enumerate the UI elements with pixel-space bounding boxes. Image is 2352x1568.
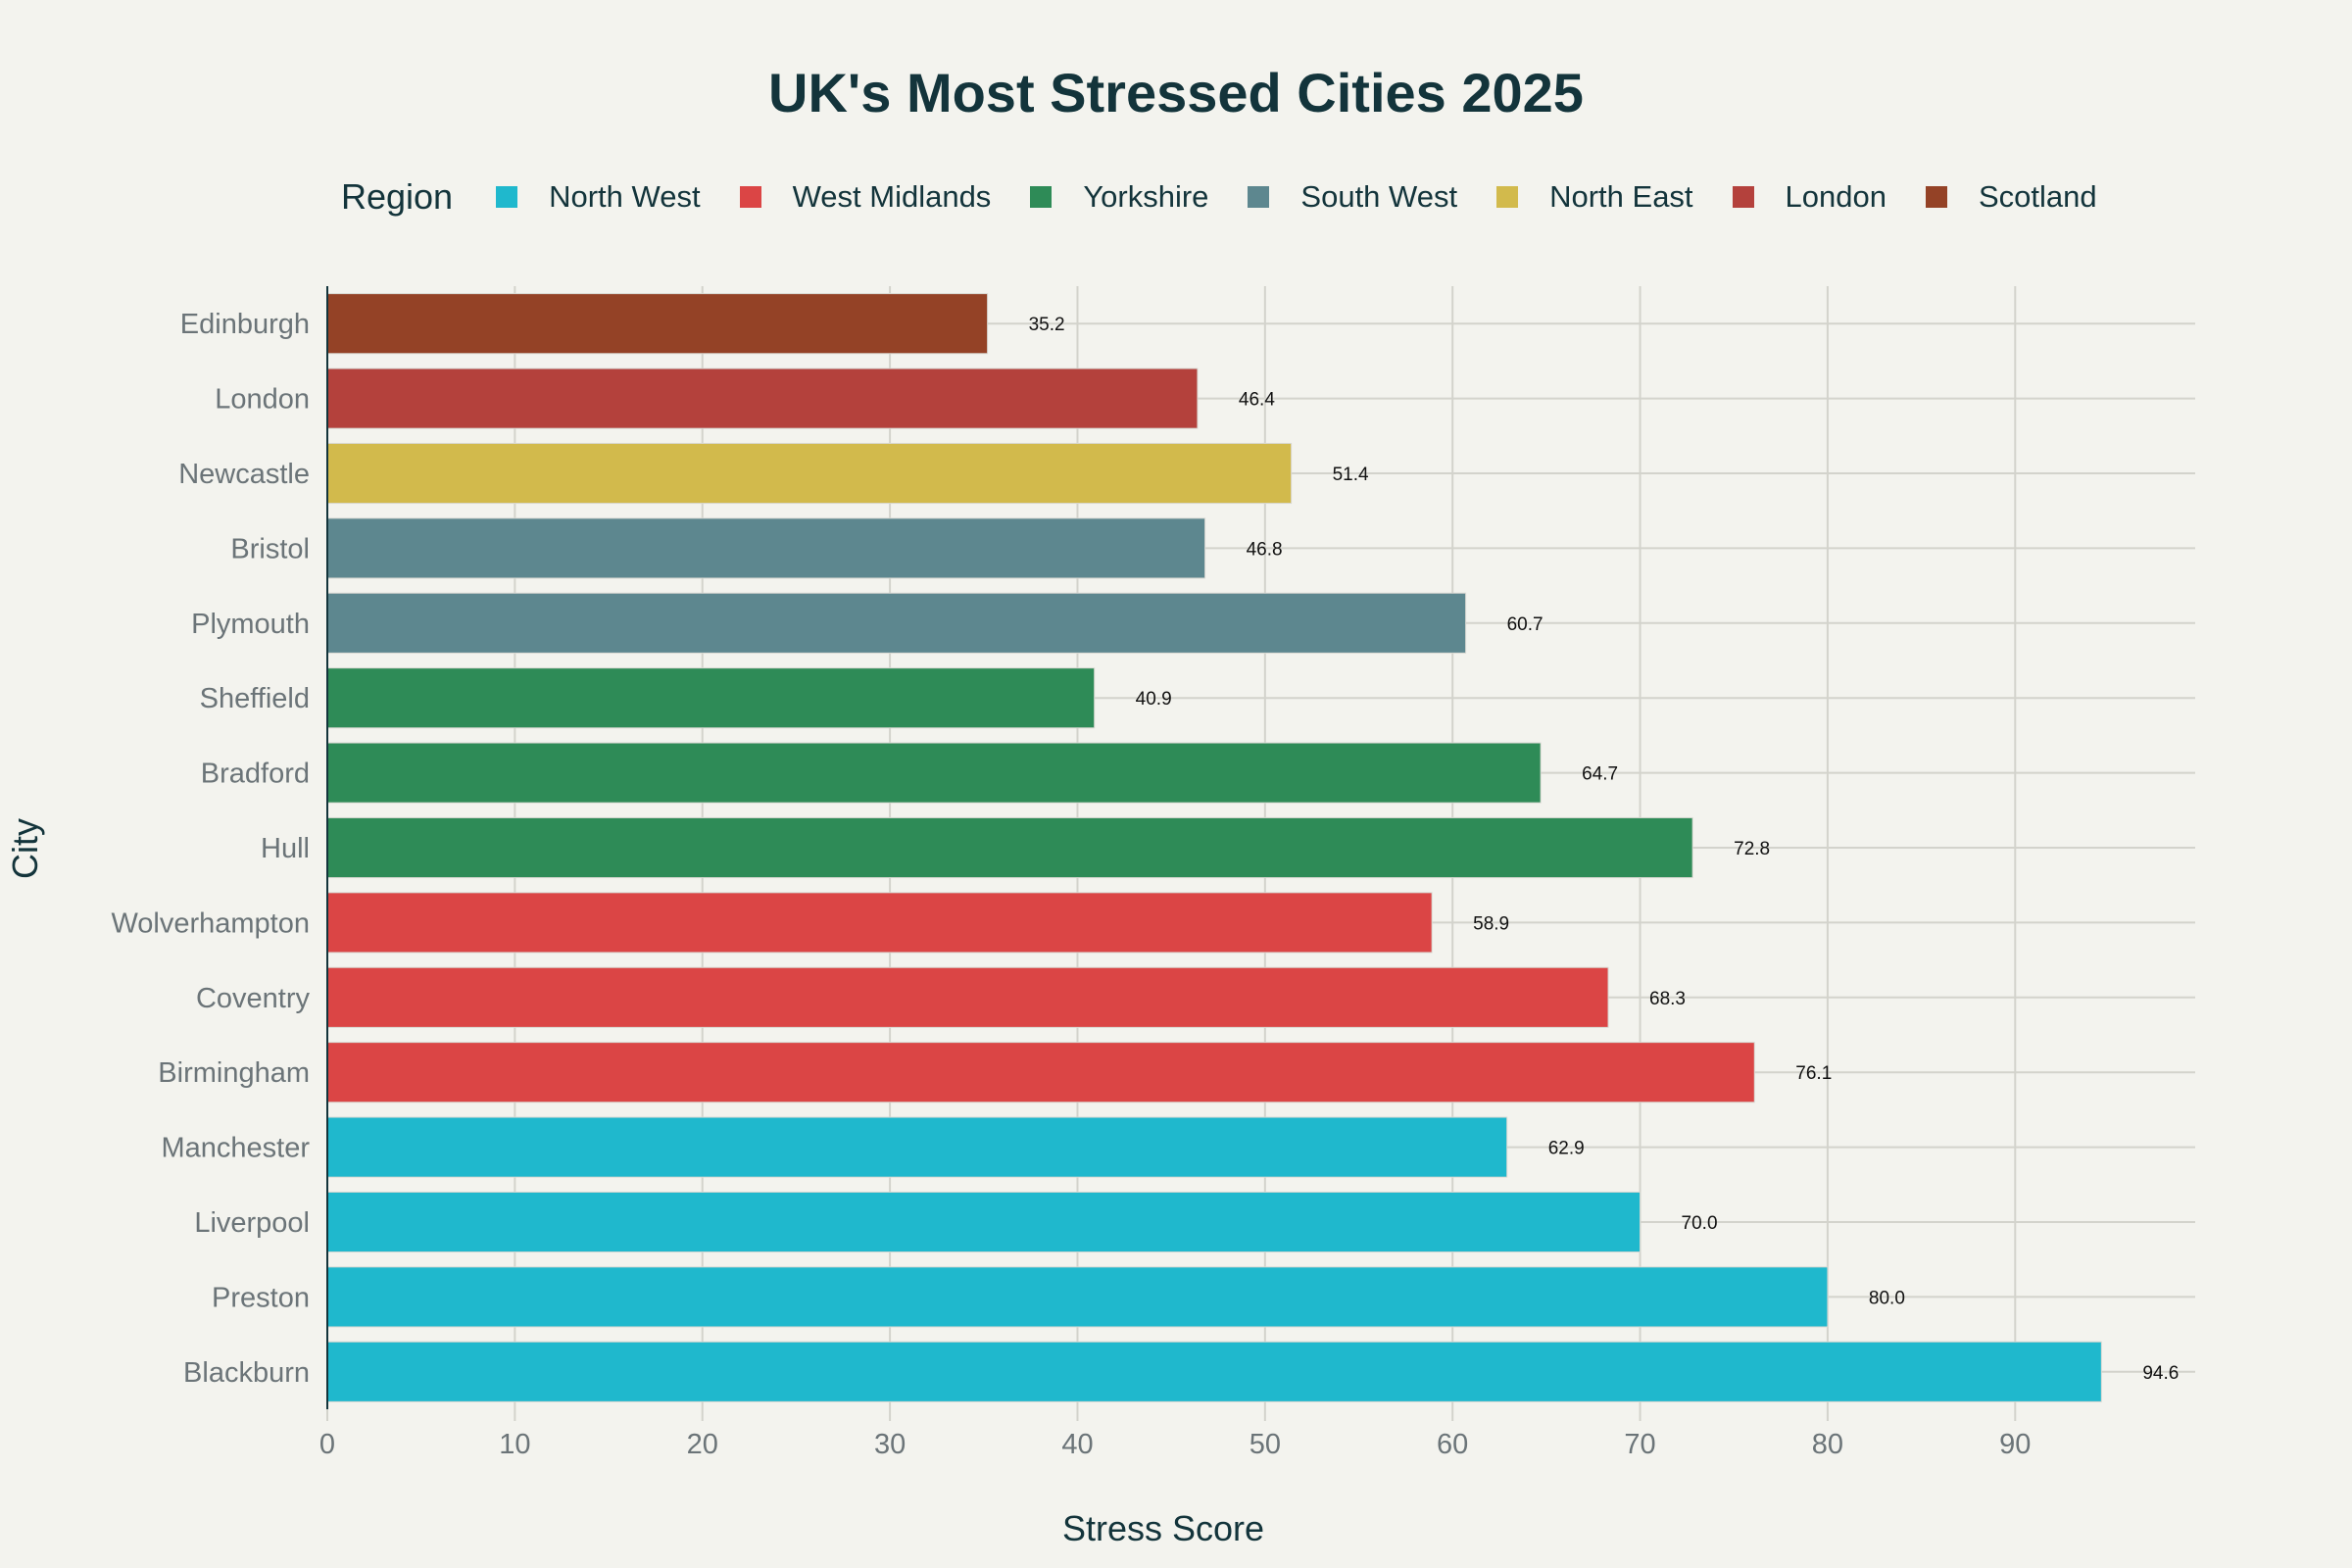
bar — [326, 1116, 1508, 1178]
y-tick-label: Edinburgh — [180, 309, 310, 340]
legend-item[interactable]: London — [1732, 179, 1886, 215]
data-label: 35.2 — [1029, 315, 1065, 335]
x-tick-label: 0 — [319, 1429, 335, 1460]
legend-label: Yorkshire — [1083, 179, 1209, 214]
x-tick-label: 50 — [1250, 1429, 1281, 1460]
x-tick-label: 90 — [1999, 1429, 2031, 1460]
y-tick-label: Coventry — [196, 983, 311, 1014]
x-tick-label: 60 — [1437, 1429, 1468, 1460]
x-tick-label: 10 — [499, 1429, 530, 1460]
bar — [326, 892, 1433, 954]
y-tick-label: Sheffield — [200, 683, 310, 714]
legend-swatch — [1732, 186, 1754, 208]
data-label: 70.0 — [1682, 1213, 1718, 1234]
bar — [326, 1266, 1829, 1328]
data-label: 40.9 — [1136, 689, 1172, 710]
bar — [326, 1191, 1642, 1253]
bar — [326, 1042, 1755, 1103]
data-label: 51.4 — [1333, 465, 1369, 485]
chart-title: UK's Most Stressed Cities 2025 — [768, 62, 1584, 123]
bar — [326, 1341, 2102, 1402]
legend-item[interactable]: Scotland — [1926, 179, 2097, 215]
legend: Region North West West Midlands Yorkshire S… — [341, 176, 2136, 218]
data-label: 68.3 — [1649, 989, 1686, 1009]
y-tick-label: Liverpool — [194, 1207, 310, 1239]
data-label: 58.9 — [1473, 913, 1509, 934]
legend-item[interactable]: North East — [1496, 179, 1693, 215]
data-label: 94.6 — [2142, 1363, 2179, 1384]
data-label: 46.8 — [1247, 539, 1283, 560]
bar — [326, 966, 1609, 1028]
bar — [326, 592, 1467, 654]
y-tick-label: Plymouth — [191, 609, 310, 640]
y-tick-label: Bradford — [201, 759, 310, 790]
legend-swatch — [1030, 186, 1053, 208]
y-tick-label: Wolverhampton — [111, 907, 310, 939]
y-tick-label: Birmingham — [158, 1057, 310, 1089]
y-tick-label: Blackburn — [183, 1357, 310, 1389]
legend-item[interactable]: Yorkshire — [1030, 179, 1208, 215]
legend-label: Scotland — [1979, 179, 2097, 214]
y-tick-label: Preston — [212, 1282, 310, 1313]
legend-item[interactable]: South West — [1248, 179, 1457, 215]
legend-label: West Midlands — [792, 179, 992, 214]
legend-swatch — [496, 186, 518, 208]
y-tick-label: Bristol — [230, 533, 310, 564]
x-tick-label: 70 — [1624, 1429, 1655, 1460]
x-tick-label: 80 — [1812, 1429, 1843, 1460]
x-tick-label: 20 — [687, 1429, 718, 1460]
data-label: 72.8 — [1734, 839, 1770, 859]
legend-swatch — [1248, 186, 1270, 208]
legend-label: North West — [549, 179, 701, 214]
legend-swatch — [1926, 186, 1947, 208]
x-tick-label: 40 — [1061, 1429, 1093, 1460]
bar — [326, 667, 1096, 729]
legend-swatch — [739, 186, 761, 208]
legend-item[interactable]: North West — [496, 179, 701, 215]
data-label: 76.1 — [1795, 1063, 1832, 1084]
data-label: 62.9 — [1548, 1139, 1585, 1159]
bar — [326, 368, 1199, 429]
y-tick-label: Manchester — [161, 1133, 310, 1164]
legend-label: London — [1785, 179, 1886, 214]
data-label: 60.7 — [1507, 614, 1544, 635]
legend-title: Region — [341, 176, 454, 217]
bar — [326, 517, 1206, 579]
x-axis-title: Stress Score — [1062, 1508, 1264, 1548]
legend-item[interactable]: West Midlands — [739, 179, 992, 215]
data-label: 80.0 — [1869, 1288, 1905, 1308]
x-tick-label: 30 — [874, 1429, 906, 1460]
bar — [326, 442, 1293, 505]
legend-swatch — [1496, 186, 1519, 208]
bar — [326, 742, 1542, 804]
legend-label: South West — [1300, 179, 1458, 214]
bar — [326, 293, 989, 355]
y-tick-label: Hull — [261, 833, 310, 864]
data-label: 46.4 — [1239, 390, 1275, 411]
y-tick-label: London — [215, 384, 310, 416]
data-label: 64.7 — [1582, 764, 1618, 785]
bar — [326, 816, 1693, 879]
y-tick-label: Newcastle — [178, 459, 310, 490]
legend-label: North East — [1549, 179, 1693, 214]
y-axis-title: City — [5, 818, 45, 879]
